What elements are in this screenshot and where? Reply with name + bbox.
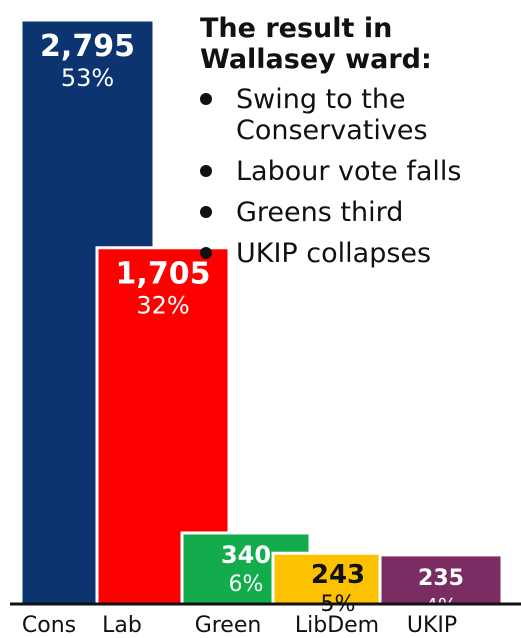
- percent-label-green: 6%: [229, 572, 264, 597]
- category-label-green: Green: [195, 613, 262, 638]
- annotation-bullet-text: Greens third: [236, 197, 403, 228]
- bullet-dot-icon: [200, 165, 212, 177]
- value-label-cons: 2,795: [40, 29, 135, 64]
- value-label-lab: 1,705: [116, 257, 211, 292]
- percent-label-lab: 32%: [136, 292, 189, 320]
- annotation-bullet-text: UKIP collapses: [236, 238, 431, 269]
- annotation-title-line: Wallasey ward:: [200, 44, 432, 75]
- category-label-libdem: LibDem: [295, 613, 379, 638]
- bar-ukip: [378, 553, 504, 606]
- percent-label-ukip: 4%: [425, 594, 457, 618]
- value-label-libdem: 243: [311, 560, 365, 590]
- category-label-ukip: UKIP: [407, 613, 457, 638]
- annotation-bullet-text: Swing to the: [236, 84, 406, 115]
- annotation-title-line: The result in: [200, 13, 392, 44]
- bullet-dot-icon: [200, 93, 212, 105]
- category-label-cons: Cons: [22, 613, 76, 638]
- bullet-dot-icon: [200, 247, 212, 259]
- annotation-bullet-text: Labour vote falls: [236, 156, 461, 187]
- bullet-dot-icon: [200, 206, 212, 218]
- annotation-bullet-text: Conservatives: [236, 115, 428, 146]
- percent-label-cons: 53%: [61, 64, 114, 92]
- category-label-lab: Lab: [102, 613, 142, 638]
- category-labels: Cons Lab Green LibDem UKIP: [22, 613, 457, 638]
- value-label-ukip: 235: [418, 566, 464, 591]
- value-label-green: 340: [221, 541, 271, 569]
